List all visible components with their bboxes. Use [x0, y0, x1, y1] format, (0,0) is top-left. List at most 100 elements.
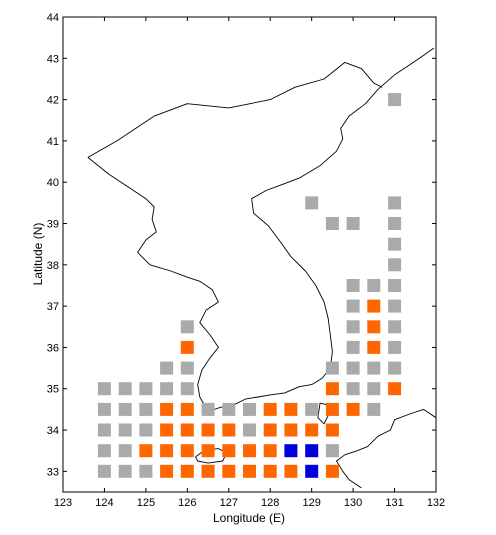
grid-cell-gray [346, 217, 360, 230]
grid-cell-gray [118, 382, 132, 396]
coastline-manchuria-border [87, 61, 383, 158]
grid-cell-orange [284, 423, 298, 437]
x-tick-label: 130 [344, 497, 362, 509]
grid-cell-gray [367, 402, 381, 416]
grid-cell-gray [325, 361, 339, 375]
axis-layer: 123 124 125 126 127 128 129 130 131 132 33 34 35 36 37… [47, 12, 445, 509]
grid-cell-orange [180, 444, 194, 458]
grid-cell-blue [284, 444, 298, 458]
grid-cell-gray [367, 361, 381, 375]
x-tick-label: 127 [220, 497, 238, 509]
coastline-japan-coast [336, 408, 436, 489]
grid-cell-gray [118, 423, 132, 437]
grid-cell-orange [325, 382, 339, 396]
grid-cell-blue [305, 444, 319, 458]
grid-cell-orange [180, 464, 194, 478]
grid-cell-orange [325, 464, 339, 478]
y-tick-label: 42 [47, 95, 59, 107]
grid-cell-gray [118, 444, 132, 458]
grid-cell-gray [97, 464, 111, 478]
y-tick-label: 35 [47, 384, 59, 396]
y-tick-label: 44 [47, 12, 59, 24]
plot-frame [62, 16, 437, 493]
y-axis-label: Latitude (N) [31, 223, 45, 286]
grid-cell-gray [325, 444, 339, 458]
grid-cell-gray [97, 444, 111, 458]
grid-cell-orange [201, 423, 215, 437]
grid-cell-orange [160, 444, 174, 458]
x-axis-label: Longitude (E) [213, 511, 285, 525]
grid-cell-orange [325, 423, 339, 437]
grid-cell-gray [346, 361, 360, 375]
grid-cell-orange [201, 444, 215, 458]
x-tick-label: 125 [137, 497, 155, 509]
grid-cell-orange [284, 402, 298, 416]
grid-cell-gray [305, 196, 319, 210]
x-tick-label: 132 [427, 497, 445, 509]
grid-cell-gray [201, 402, 215, 416]
grid-cell-gray [180, 320, 194, 334]
grid-cell-gray [346, 320, 360, 334]
grid-cell-orange [263, 444, 277, 458]
y-tick-label: 37 [47, 301, 59, 313]
grid-cell-orange [201, 464, 215, 478]
grid-cell-orange [243, 464, 256, 478]
grid-cell-orange [139, 444, 153, 458]
grid-cell-gray [160, 361, 174, 375]
grid-cell-gray [388, 340, 402, 354]
grid-cell-gray [139, 382, 153, 396]
grid-cell-orange [367, 320, 381, 334]
grid-cell-orange [243, 444, 256, 458]
grid-cell-orange [263, 402, 277, 416]
grid-cell-gray [388, 361, 402, 375]
grid-cell-gray [388, 258, 402, 272]
x-tick-label: 129 [302, 497, 320, 509]
grid-cell-gray [388, 299, 402, 313]
grid-cell-gray [346, 382, 360, 396]
y-tick-label: 36 [47, 342, 59, 354]
grid-cell-gray [367, 279, 381, 292]
grid-cell-gray [118, 402, 132, 416]
grid-cell-gray [180, 361, 194, 375]
grid-cell-gray [160, 382, 174, 396]
y-tick-label: 43 [47, 53, 59, 65]
grid-cell-orange [367, 299, 381, 313]
grid-cell-gray [180, 382, 194, 396]
grid-cell-orange [160, 402, 174, 416]
grid-cell-orange [160, 423, 174, 437]
grid-cell-gray [388, 320, 402, 334]
grid-cell-gray [243, 402, 256, 416]
grid-cell-gray [97, 423, 111, 437]
grid-cell-orange [284, 464, 298, 478]
grid-cell-gray [97, 382, 111, 396]
grid-cell-orange [222, 444, 236, 458]
grid-cell-gray [346, 279, 360, 292]
y-tick-label: 34 [47, 425, 59, 437]
grid-cell-orange [263, 423, 277, 437]
x-tick-label: 126 [178, 497, 196, 509]
grid-cell-gray [388, 196, 402, 210]
grid-cell-gray [139, 464, 153, 478]
grid-cell-orange [180, 340, 194, 354]
grid-cell-gray [388, 279, 402, 292]
y-tick-label: 39 [47, 219, 59, 231]
grid-cell-gray [97, 402, 111, 416]
grid-cell-orange [180, 423, 194, 437]
grid-cell-blue [305, 464, 319, 478]
grid-cell-orange [263, 464, 277, 478]
coastline-korean-peninsula [87, 47, 435, 412]
y-tick-label: 41 [47, 136, 59, 148]
grid-cell-gray [139, 423, 153, 437]
grid-cell-gray [388, 237, 402, 251]
grid-cell-layer [97, 93, 402, 478]
grid-cell-orange [180, 402, 194, 416]
grid-cell-gray [325, 217, 339, 230]
grid-cell-orange [346, 402, 360, 416]
y-tick-label: 40 [47, 177, 59, 189]
x-tick-label: 128 [261, 497, 279, 509]
grid-cell-gray [346, 299, 360, 313]
grid-cell-gray [222, 402, 236, 416]
grid-cell-gray [346, 340, 360, 354]
x-tick-label: 123 [54, 497, 72, 509]
